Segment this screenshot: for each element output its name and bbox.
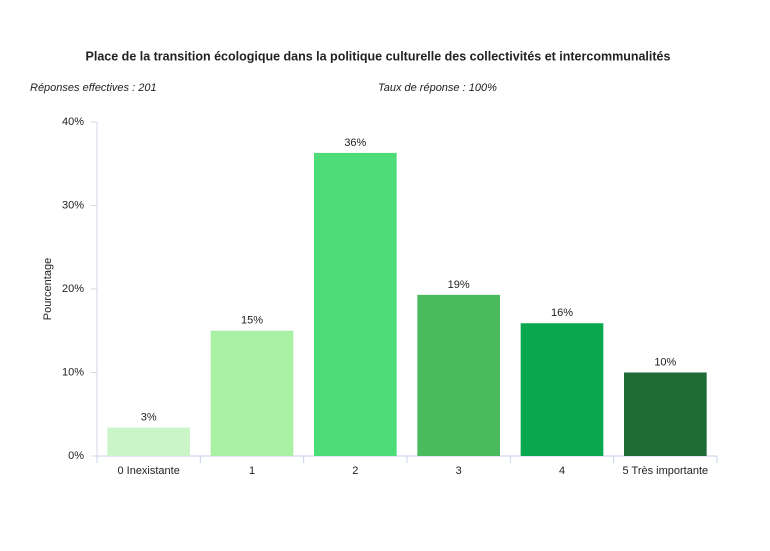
value-label: 16% [551,307,573,319]
y-tick-label: 40% [62,116,84,128]
x-tick-label: 3 [456,465,462,477]
value-label: 19% [448,279,470,291]
bar [624,372,707,456]
x-tick-label: 4 [559,465,565,477]
bar [520,323,604,456]
subtitle: Réponses effectives : 201 [30,82,157,94]
value-label: 36% [344,137,366,149]
y-tick-label: 0% [68,450,84,462]
y-tick-label: 20% [62,283,84,295]
value-label: 15% [241,315,263,327]
bar [107,427,190,456]
chart-title: Place de la transition écologique dans l… [86,49,671,63]
y-axis-label: Pourcentage [42,258,54,320]
x-tick-label: 1 [249,465,255,477]
subtitle: Taux de réponse : 100% [378,82,497,94]
value-label: 10% [654,356,676,368]
x-tick-label: 0 Inexistante [117,465,179,477]
bar [314,152,397,456]
x-tick-label: 5 Très importante [623,465,709,477]
x-tick-label: 2 [352,465,358,477]
value-label: 3% [141,412,157,424]
bar [210,330,294,456]
y-tick-label: 10% [62,366,84,378]
bar [417,294,500,456]
y-tick-label: 30% [62,199,84,211]
